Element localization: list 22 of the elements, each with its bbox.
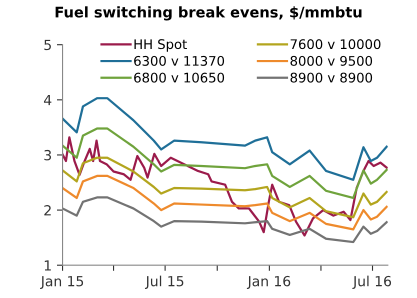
x-tick-label: Jan 16	[246, 276, 290, 289]
y-tick-label: 3	[44, 150, 52, 160]
legend-label: 6800 v 10650	[134, 72, 224, 83]
y-tick-label: 2	[44, 205, 51, 216]
line-series	[62, 196, 388, 244]
legend-label: 8000 v 9500	[290, 56, 372, 66]
x-tick-label: Jul 16	[352, 276, 392, 289]
x-tick-label: Jan 15	[40, 276, 84, 289]
line-series	[62, 174, 388, 230]
legend-label: HH Spot	[134, 39, 187, 52]
legend-label: 7600 v 10000	[290, 39, 380, 50]
y-tick-label: 1	[44, 260, 51, 270]
legend-label: 8900 v 8900	[290, 72, 372, 83]
y-tick-label: 5	[44, 40, 51, 50]
y-tick-label: 4	[44, 94, 52, 106]
legend-label: 6300 v 11370	[134, 56, 224, 66]
line-series	[62, 156, 388, 218]
chart-title: Fuel switching break evens, $/mmbtu	[56, 6, 362, 21]
line-series	[62, 136, 388, 237]
line-series	[62, 127, 388, 200]
line-series	[62, 97, 388, 181]
x-tick-label: Jul 15	[144, 276, 184, 289]
